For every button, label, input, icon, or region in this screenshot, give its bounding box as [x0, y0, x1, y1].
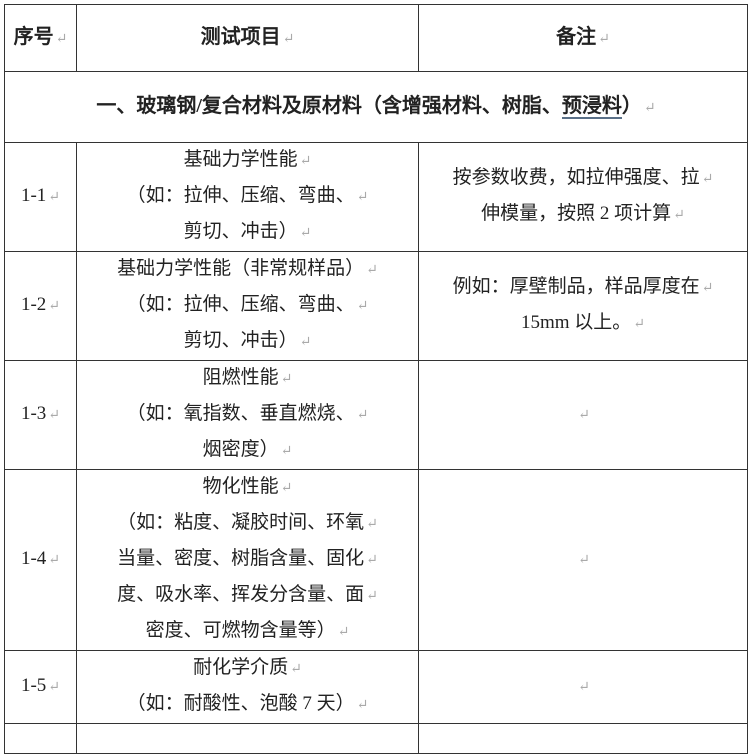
- cell-line: （如：拉伸、压缩、弯曲、: [81, 288, 414, 324]
- cell-line: 当量、密度、树脂含量、固化: [81, 542, 414, 578]
- table-row: 1-3阻燃性能（如：氧指数、垂直燃烧、烟密度）: [4, 360, 748, 470]
- row-note: [418, 360, 748, 470]
- cell-line: 剪切、冲击）: [81, 215, 414, 251]
- cell-line: （如：粘度、凝胶时间、环氧: [81, 506, 414, 542]
- cell-line: （如：耐酸性、泡酸 7 天）: [81, 687, 414, 723]
- row-index: 1-3: [4, 360, 77, 470]
- table-row: 1-1基础力学性能（如：拉伸、压缩、弯曲、剪切、冲击）按参数收费，如拉伸强度、拉…: [4, 142, 748, 252]
- cell-line: 烟密度）: [81, 433, 414, 469]
- row-note: 例如：厚壁制品，样品厚度在15mm 以上。: [418, 251, 748, 361]
- row-item: 耐化学介质（如：耐酸性、泡酸 7 天）: [76, 650, 419, 724]
- row-index: 1-4: [4, 469, 77, 651]
- cell-line: （如：氧指数、垂直燃烧、: [81, 397, 414, 433]
- cell-line: （如：拉伸、压缩、弯曲、: [81, 179, 414, 215]
- cell-line: 15mm 以上。: [423, 306, 743, 342]
- cell-line: 耐化学介质: [81, 651, 414, 687]
- cell-line: 基础力学性能（非常规样品）: [81, 252, 414, 288]
- cell-line: 基础力学性能: [81, 143, 414, 179]
- table-row: 1-4物化性能（如：粘度、凝胶时间、环氧当量、密度、树脂含量、固化度、吸水率、挥…: [4, 469, 748, 651]
- section-row: 一、玻璃钢/复合材料及原材料（含增强材料、树脂、预浸料）: [4, 71, 748, 143]
- section-title: 一、玻璃钢/复合材料及原材料（含增强材料、树脂、预浸料）: [4, 71, 748, 143]
- cell-line: 阻燃性能: [81, 361, 414, 397]
- cell-line: 例如：厚壁制品，样品厚度在: [423, 270, 743, 306]
- cell-line: 度、吸水率、挥发分含量、面: [81, 578, 414, 614]
- empty-note: [576, 548, 590, 569]
- header-index: 序号: [4, 4, 77, 72]
- row-note: [418, 650, 748, 724]
- row-item: 基础力学性能（如：拉伸、压缩、弯曲、剪切、冲击）: [76, 142, 419, 252]
- row-item: 基础力学性能（非常规样品）（如：拉伸、压缩、弯曲、剪切、冲击）: [76, 251, 419, 361]
- table-row: 1-5耐化学介质（如：耐酸性、泡酸 7 天）: [4, 650, 748, 724]
- row-item: 物化性能（如：粘度、凝胶时间、环氧当量、密度、树脂含量、固化度、吸水率、挥发分含…: [76, 469, 419, 651]
- row-index: 1-5: [4, 650, 77, 724]
- row-item: 阻燃性能（如：氧指数、垂直燃烧、烟密度）: [76, 360, 419, 470]
- fee-table: 序号 测试项目 备注 一、玻璃钢/复合材料及原材料（含增强材料、树脂、预浸料） …: [4, 4, 748, 754]
- row-note: [418, 469, 748, 651]
- empty-note: [576, 403, 590, 424]
- table-header-row: 序号 测试项目 备注: [4, 4, 748, 72]
- row-note: 按参数收费，如拉伸强度、拉伸模量，按照 2 项计算: [418, 142, 748, 252]
- cell-line: 伸模量，按照 2 项计算: [423, 197, 743, 233]
- header-note: 备注: [418, 4, 748, 72]
- underlined-term: 预浸料: [561, 94, 622, 119]
- cell-line: 剪切、冲击）: [81, 324, 414, 360]
- empty-note: [576, 675, 590, 696]
- table-row: 1-2基础力学性能（非常规样品）（如：拉伸、压缩、弯曲、剪切、冲击）例如：厚壁制…: [4, 251, 748, 361]
- header-item: 测试项目: [76, 4, 419, 72]
- table-row-partial: [4, 723, 748, 754]
- cell-line: 密度、可燃物含量等）: [81, 614, 414, 650]
- row-index: 1-2: [4, 251, 77, 361]
- cell-line: 按参数收费，如拉伸强度、拉: [423, 161, 743, 197]
- row-index: 1-1: [4, 142, 77, 252]
- cell-line: 物化性能: [81, 470, 414, 506]
